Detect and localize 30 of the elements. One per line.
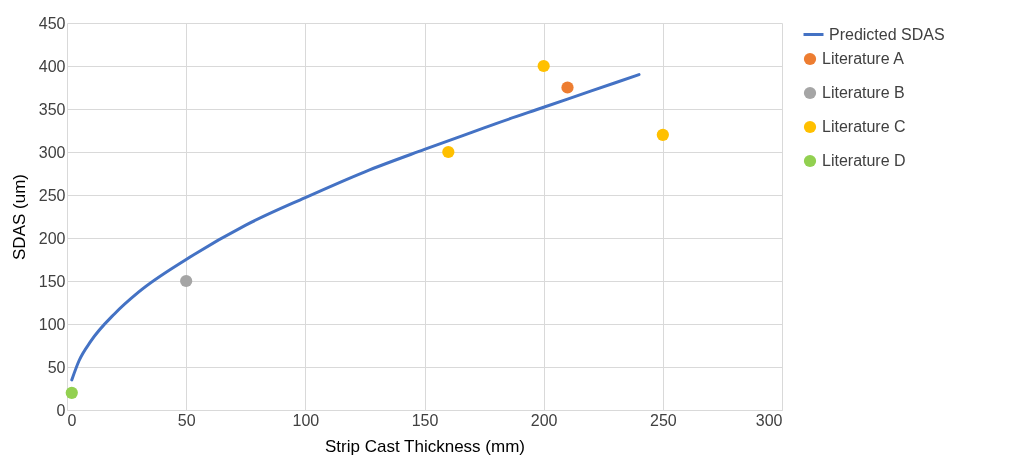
y-axis-title: SDAS (um)	[9, 174, 29, 260]
point	[561, 81, 574, 94]
x-tick-label: 200	[530, 411, 558, 429]
y-tick-label: 200	[38, 229, 66, 247]
x-tick-label: 300	[755, 411, 783, 429]
y-tick-label: 350	[38, 100, 66, 118]
line-series	[70, 73, 641, 382]
x-tick-label: 50	[177, 411, 196, 429]
x-tick-label: 150	[411, 411, 439, 429]
x-tick-label: 100	[292, 411, 320, 429]
legend-label: Predicted SDAS	[829, 25, 945, 43]
y-tick-label: 250	[38, 186, 66, 204]
legend-label: Literature D	[822, 152, 906, 169]
x-tick-label: 0	[67, 411, 77, 429]
x-tick-label: 250	[649, 411, 677, 429]
y-tick-label: 400	[38, 57, 66, 75]
legend-label: Literature C	[822, 118, 906, 135]
point	[537, 59, 550, 73]
point	[180, 274, 193, 288]
y-tick-label: 450	[38, 14, 66, 32]
point	[656, 128, 669, 141]
point	[65, 386, 78, 399]
legend-label: Literature A	[822, 50, 905, 67]
x-axis-title: Strip Cast Thickness (mm)	[325, 436, 525, 456]
y-tick-label: 50	[47, 358, 66, 376]
y-tick-label: 150	[38, 272, 66, 290]
legend-label: Literature B	[822, 84, 905, 101]
y-tick-label: 300	[38, 143, 66, 161]
point	[442, 145, 455, 159]
y-tick-label: 100	[38, 315, 66, 333]
